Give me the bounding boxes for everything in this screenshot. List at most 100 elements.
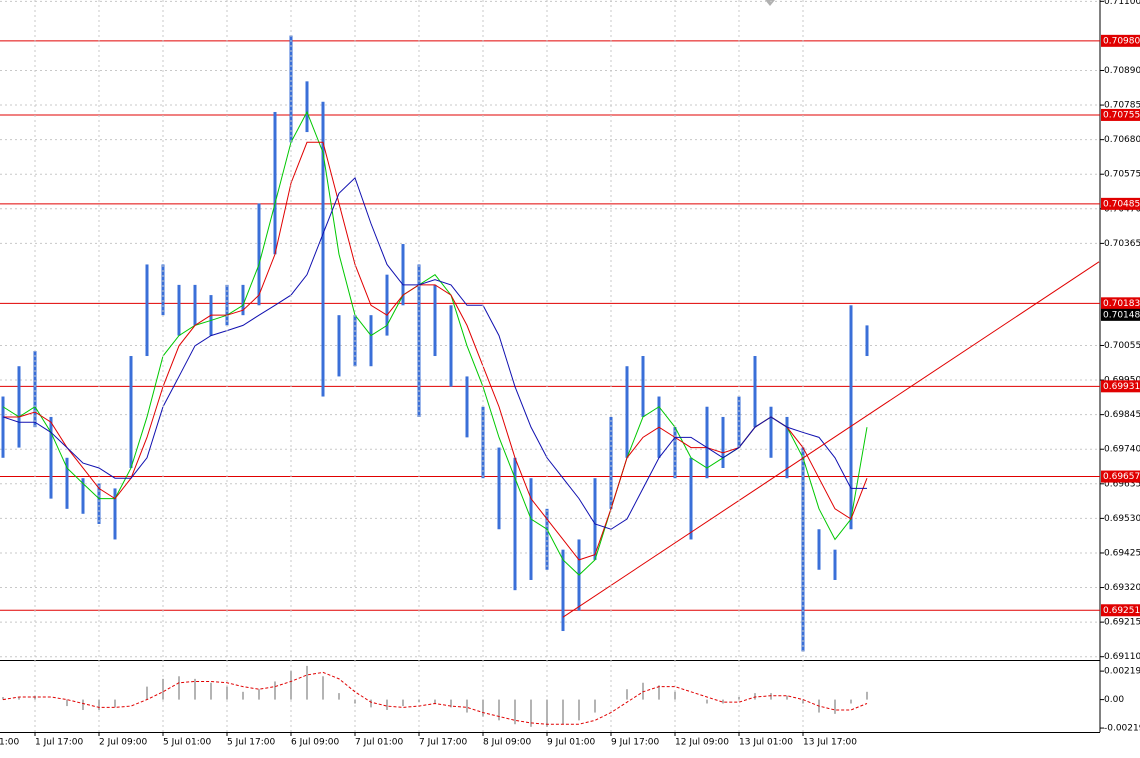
y-tick-label: 0.70785 (1104, 101, 1140, 111)
price-bar (369, 315, 373, 367)
y-tick-label: 0.00 (1104, 695, 1124, 705)
trendline (562, 261, 1100, 618)
price-bar (241, 284, 245, 316)
level-label-box (1101, 197, 1140, 210)
price-bar (513, 457, 517, 591)
x-tick-label: 13 Jul 17:00 (803, 738, 857, 748)
y-tick-label: 0.69110 (1104, 652, 1140, 662)
price-bar (689, 457, 693, 540)
x-tick-label: 6 Jul 09:00 (291, 738, 340, 748)
x-tick-label: 9 Jul 01:00 (547, 738, 596, 748)
price-bar (321, 101, 325, 397)
x-tick-label: 1 Jul 17:00 (35, 738, 84, 748)
level-label: 0.69931 (1103, 382, 1140, 392)
last-price-box (1101, 308, 1140, 321)
y-tick-label: 0.69320 (1104, 583, 1140, 593)
level-label-box (1101, 604, 1140, 617)
price-bar (673, 427, 677, 479)
moving-average (3, 141, 868, 561)
price-bar (865, 325, 869, 357)
y-tick-label: 0.70890 (1104, 66, 1140, 76)
price-bar (817, 529, 821, 570)
price-bar (481, 406, 485, 479)
plot-area (0, 0, 1100, 658)
y-tick-label: 0.69530 (1104, 514, 1140, 524)
x-tick-label: 2 Jul 09:00 (99, 738, 148, 748)
price-bar (721, 416, 725, 468)
price-bar (625, 366, 629, 458)
x-tick-label: 5 Jul 17:00 (227, 738, 276, 748)
price-bar (337, 315, 341, 377)
level-label-box (1101, 470, 1140, 483)
level-label: 0.70980 (1103, 36, 1140, 46)
last-price-label: 0.70148 (1103, 310, 1140, 320)
y-tick-label: 0.69635 (1104, 479, 1140, 489)
price-bar (385, 274, 389, 336)
price-bar (97, 483, 101, 524)
price-bar (17, 366, 21, 448)
price-bar (833, 549, 837, 580)
chart-shift-marker (765, 0, 775, 6)
price-bar (257, 203, 261, 306)
price-bar (465, 376, 469, 438)
level-label: 0.69657 (1103, 472, 1140, 482)
y-tick-label: 0.69425 (1104, 548, 1140, 558)
signal-line (2, 671, 868, 725)
price-bar (449, 305, 453, 387)
price-bar (433, 284, 437, 357)
x-tick-label: 12 Jul 09:00 (675, 738, 729, 748)
level-label: 0.69251 (1103, 606, 1140, 616)
moving-average (2, 176, 867, 530)
price-bar (145, 264, 149, 357)
level-label-box (1101, 108, 1140, 121)
price-bar (497, 447, 501, 530)
price-bar (561, 549, 565, 632)
price-bar (129, 356, 133, 468)
price-bar (401, 244, 405, 306)
price-bar (529, 478, 533, 580)
y-tick-label: 0.69215 (1104, 618, 1140, 628)
level-label-box (1101, 297, 1140, 310)
price-bar (81, 478, 85, 514)
price-bar (801, 447, 805, 652)
level-label: 0.70485 (1103, 199, 1140, 209)
x-tick-label: 1 Jul 01:00 (0, 738, 20, 748)
y-tick-label: 0.69740 (1104, 445, 1140, 455)
price-bar (273, 111, 277, 255)
price-bar (593, 478, 597, 560)
price-bar (641, 356, 645, 417)
price-bar (161, 264, 165, 316)
y-tick-label: 0.70575 (1104, 170, 1140, 180)
y-tick-label: 0.70365 (1104, 239, 1140, 249)
price-bar (545, 508, 549, 570)
y-tick-label: 0.69845 (1104, 410, 1140, 420)
price-bar (193, 284, 197, 326)
level-label: 0.70183 (1103, 299, 1140, 309)
price-bar (769, 406, 773, 458)
y-tick-label: 0.70055 (1104, 341, 1140, 351)
price-bar (785, 416, 789, 479)
price-bar (289, 35, 293, 143)
price-bar (1, 396, 5, 458)
x-tick-label: 8 Jul 09:00 (483, 738, 532, 748)
price-bar (33, 351, 37, 428)
y-tick-label: 0.70680 (1104, 135, 1140, 145)
price-bar (305, 81, 309, 133)
x-tick-label: 13 Jul 01:00 (739, 738, 793, 748)
price-bar (177, 284, 181, 336)
y-tick-label: -0.002196 (1104, 724, 1140, 734)
price-bar (737, 396, 741, 448)
price-bar (49, 416, 53, 499)
x-tick-label: 9 Jul 17:00 (611, 738, 660, 748)
x-tick-label: 5 Jul 01:00 (163, 738, 212, 748)
y-tick-label: 0.71100 (1104, 0, 1140, 7)
price-bar (849, 305, 853, 530)
price-bar (705, 406, 709, 479)
price-bar (113, 488, 117, 540)
level-label-box (1101, 380, 1140, 393)
price-bar (753, 356, 757, 428)
y-tick-label: 0.002196 (1104, 667, 1140, 677)
level-label-box (1101, 34, 1140, 47)
